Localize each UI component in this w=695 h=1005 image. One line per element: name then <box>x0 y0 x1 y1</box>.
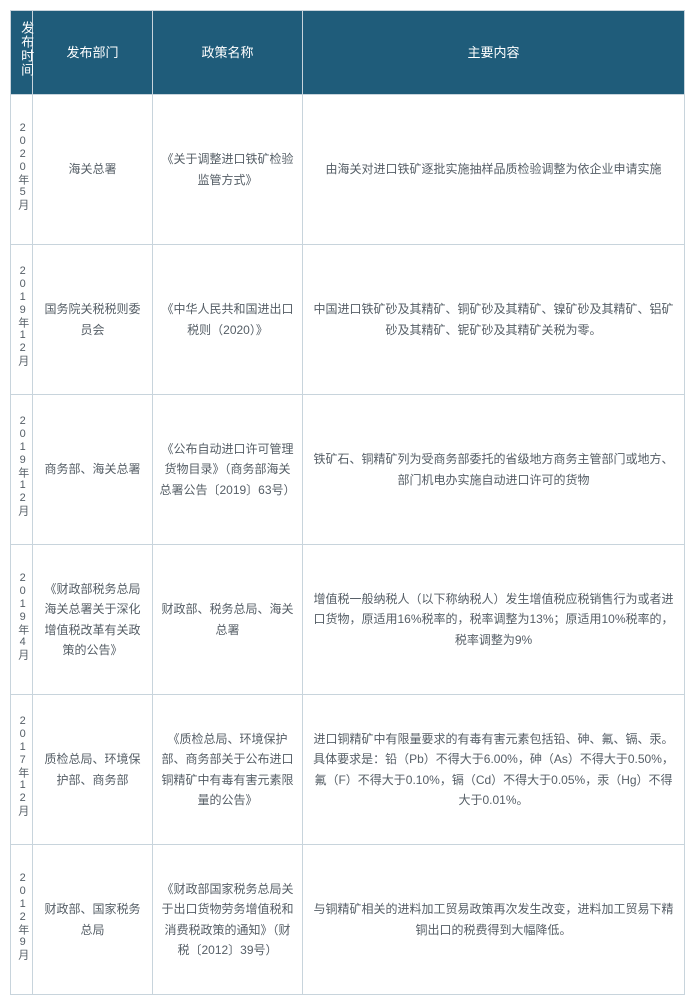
cell-date: 2020年5月 <box>11 95 33 245</box>
date-text: 2019年4月 <box>13 572 32 661</box>
cell-dept: 商务部、海关总署 <box>33 395 153 545</box>
cell-policy: 《中华人民共和国进出口税则（2020）》 <box>153 245 303 395</box>
date-text: 2020年5月 <box>13 122 32 211</box>
header-dept: 发布部门 <box>33 11 153 95</box>
header-policy: 政策名称 <box>153 11 303 95</box>
cell-policy: 《质检总局、环境保护部、商务部关于公布进口铜精矿中有毒有害元素限量的公告》 <box>153 695 303 845</box>
cell-date: 2019年12月 <box>11 395 33 545</box>
table-header-row: 发布时间 发布部门 政策名称 主要内容 <box>11 11 685 95</box>
table-row: 2019年12月 商务部、海关总署 《公布自动进口许可管理货物目录》（商务部海关… <box>11 395 685 545</box>
cell-policy: 《关于调整进口铁矿检验监管方式》 <box>153 95 303 245</box>
table-row: 2017年12月 质检总局、环境保护部、商务部 《质检总局、环境保护部、商务部关… <box>11 695 685 845</box>
policy-table: 发布时间 发布部门 政策名称 主要内容 2020年5月 海关总署 《关于调整进口… <box>10 10 685 995</box>
cell-content: 中国进口铁矿砂及其精矿、铜矿砂及其精矿、镍矿砂及其精矿、铝矿砂及其精矿、铌矿砂及… <box>303 245 685 395</box>
cell-date: 2019年12月 <box>11 245 33 395</box>
cell-dept: 财政部、国家税务总局 <box>33 845 153 995</box>
header-date-label: 发布时间 <box>15 21 37 77</box>
table-row: 2019年12月 国务院关税税则委员会 《中华人民共和国进出口税则（2020）》… <box>11 245 685 395</box>
cell-date: 2019年4月 <box>11 545 33 695</box>
date-text: 2012年9月 <box>13 872 32 961</box>
date-text: 2017年12月 <box>13 715 32 817</box>
cell-dept: 国务院关税税则委员会 <box>33 245 153 395</box>
cell-content: 与铜精矿相关的进料加工贸易政策再次发生改变，进料加工贸易下精铜出口的税费得到大幅… <box>303 845 685 995</box>
cell-policy: 《公布自动进口许可管理货物目录》（商务部海关总署公告〔2019〕63号） <box>153 395 303 545</box>
cell-policy: 财政部、税务总局、海关总署 <box>153 545 303 695</box>
cell-content: 铁矿石、铜精矿列为受商务部委托的省级地方商务主管部门或地方、部门机电办实施自动进… <box>303 395 685 545</box>
cell-content: 进口铜精矿中有限量要求的有毒有害元素包括铅、砷、氟、镉、汞。具体要求是：铅（Pb… <box>303 695 685 845</box>
date-text: 2019年12月 <box>13 265 32 367</box>
cell-content: 增值税一般纳税人（以下称纳税人）发生增值税应税销售行为或者进口货物，原适用16%… <box>303 545 685 695</box>
table-row: 2012年9月 财政部、国家税务总局 《财政部国家税务总局关于出口货物劳务增值税… <box>11 845 685 995</box>
table-row: 2019年4月 《财政部税务总局海关总署关于深化增值税改革有关政策的公告》 财政… <box>11 545 685 695</box>
header-date: 发布时间 <box>11 11 33 95</box>
cell-dept: 海关总署 <box>33 95 153 245</box>
table-row: 2020年5月 海关总署 《关于调整进口铁矿检验监管方式》 由海关对进口铁矿逐批… <box>11 95 685 245</box>
table-body: 2020年5月 海关总署 《关于调整进口铁矿检验监管方式》 由海关对进口铁矿逐批… <box>11 95 685 995</box>
cell-content: 由海关对进口铁矿逐批实施抽样品质检验调整为依企业申请实施 <box>303 95 685 245</box>
cell-date: 2017年12月 <box>11 695 33 845</box>
date-text: 2019年12月 <box>13 415 32 517</box>
cell-dept: 《财政部税务总局海关总署关于深化增值税改革有关政策的公告》 <box>33 545 153 695</box>
header-content: 主要内容 <box>303 11 685 95</box>
cell-date: 2012年9月 <box>11 845 33 995</box>
cell-dept: 质检总局、环境保护部、商务部 <box>33 695 153 845</box>
cell-policy: 《财政部国家税务总局关于出口货物劳务增值税和消费税政策的通知》（财税〔2012〕… <box>153 845 303 995</box>
